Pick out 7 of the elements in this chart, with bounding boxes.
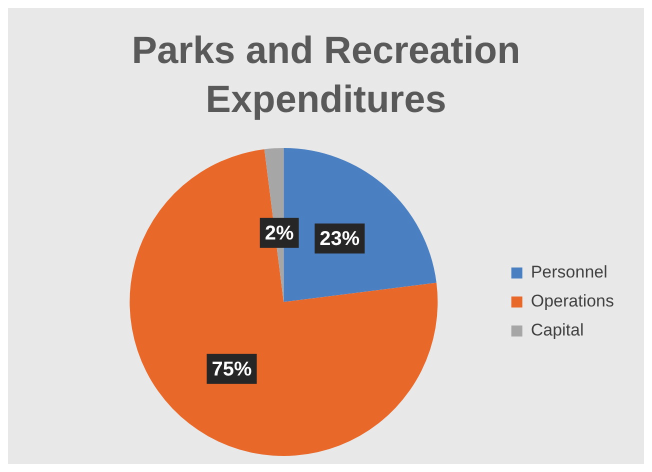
legend-label: Personnel xyxy=(530,262,608,282)
chart-title: Parks and Recreation Expenditures xyxy=(130,28,522,123)
legend-label: Operations xyxy=(530,292,614,311)
data-label: 75% xyxy=(212,358,252,380)
data-label: 2% xyxy=(264,222,294,244)
legend-label: Capital xyxy=(530,320,584,340)
data-label: 23% xyxy=(320,228,360,250)
